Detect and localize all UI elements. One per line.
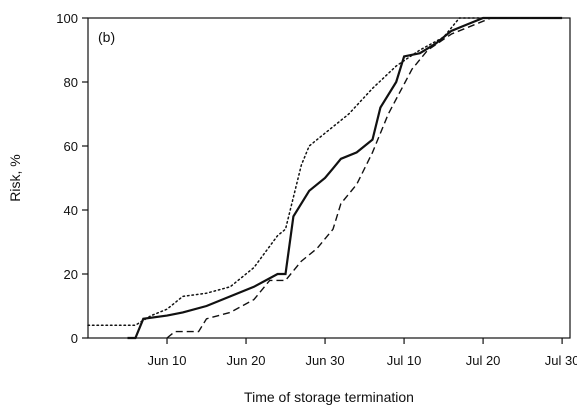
series-layer [87,16,563,340]
y-tick-label: 100 [56,11,78,26]
x-tick-label: Jun 30 [306,353,345,368]
y-tick-label: 80 [64,75,78,90]
x-tick-label: Jul 20 [466,353,501,368]
x-tick-label: Jun 20 [227,353,266,368]
y-axis-label: Risk, % [7,154,23,201]
x-tick-label: Jul 30 [545,353,577,368]
series-line-dashed [166,17,563,339]
y-tick-label: 60 [64,139,78,154]
y-tick-label: 0 [71,331,78,346]
x-tick-label: Jun 10 [147,353,186,368]
axis-ticks [82,17,563,344]
tick-labels: 0 20 40 60 80 100 Jun 10 Jun 20 Jun 30 Jul 10 Jul … [56,11,577,368]
y-tick-label: 40 [64,203,78,218]
y-tick-label: 20 [64,267,78,282]
panel-label: (b) [98,29,115,45]
series-line-dotted [87,17,563,326]
series-line-solid [127,16,563,340]
x-axis-label: Time of storage termination [244,389,414,405]
x-tick-label: Jul 10 [387,353,422,368]
plot-frame [87,17,571,339]
